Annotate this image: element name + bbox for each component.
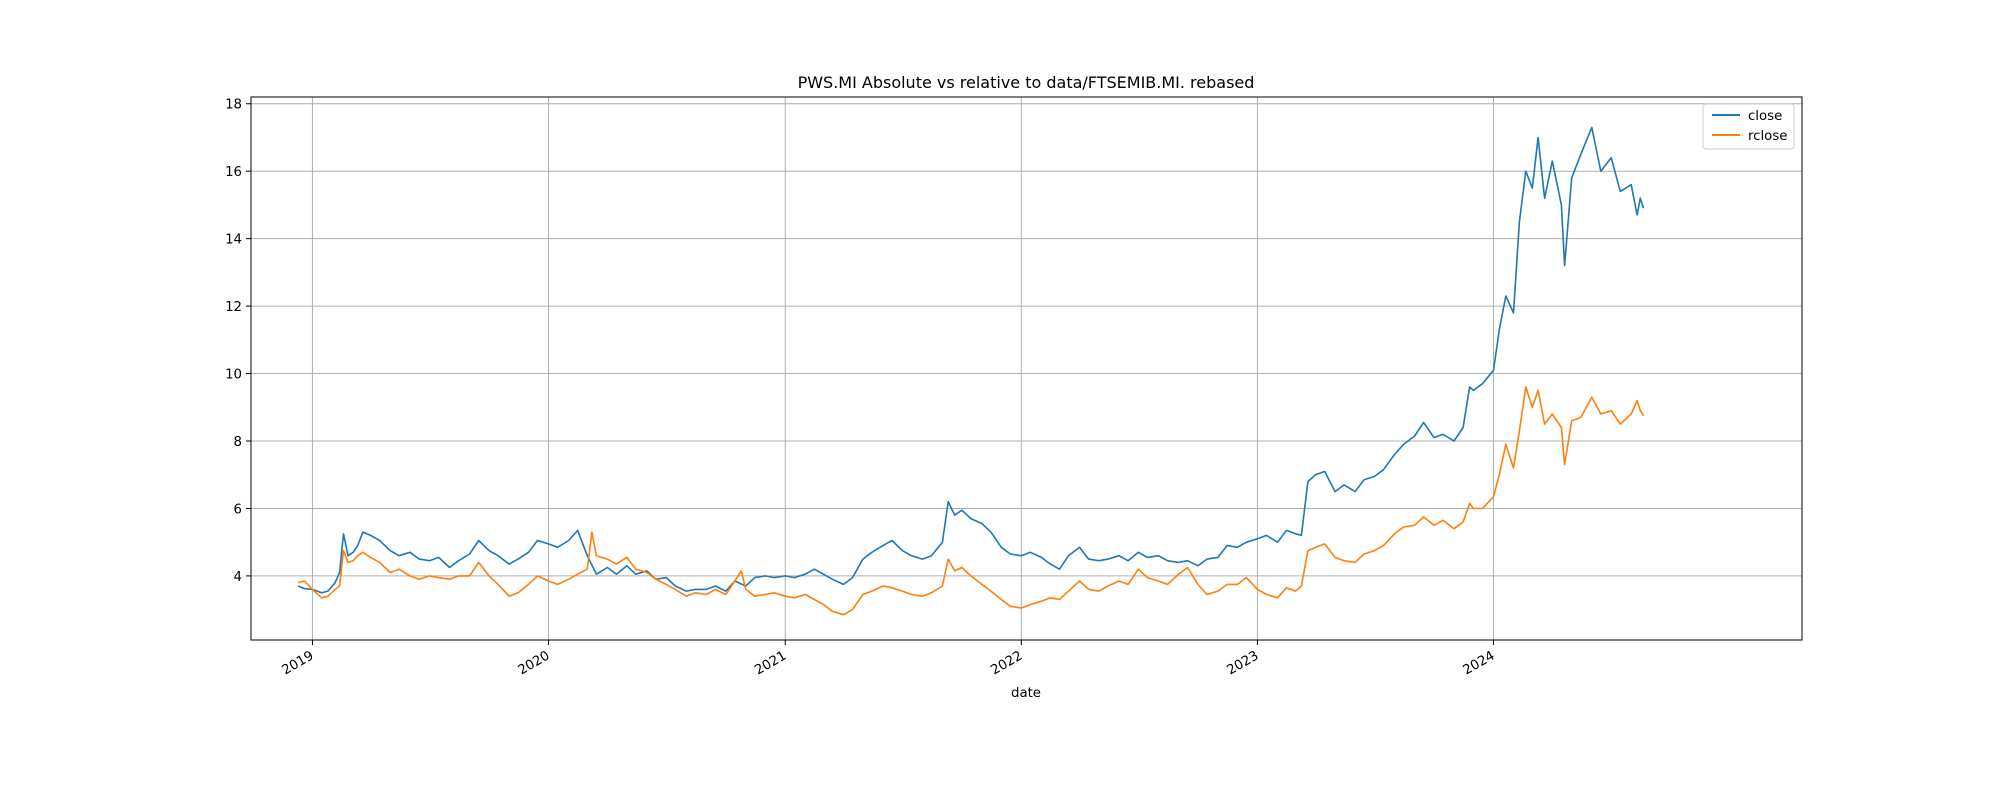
series-layer: [297, 126, 1645, 616]
y-tick-label: 10: [225, 368, 242, 383]
x-axis-label: date: [1011, 686, 1041, 701]
plot-frame: [250, 96, 1803, 641]
legend-label-rclose: rclose: [1748, 129, 1787, 144]
legend-label-close: close: [1748, 109, 1782, 124]
series-line-rclose: [297, 386, 1645, 616]
y-tick-label: 18: [225, 98, 242, 113]
y-axis: 4 6 8 10 12 14 16 18: [225, 98, 251, 585]
y-tick-label: 6: [234, 502, 242, 517]
y-tick-label: 8: [234, 435, 242, 450]
chart-title: PWS.MI Absolute vs relative to data/FTSE…: [798, 73, 1255, 92]
y-tick-label: 12: [225, 300, 242, 315]
legend: close rclose: [1702, 103, 1795, 150]
series-line-close: [297, 126, 1645, 594]
y-tick-label: 16: [225, 165, 242, 180]
y-tick-label: 4: [234, 570, 242, 585]
y-tick-label: 14: [225, 233, 242, 248]
